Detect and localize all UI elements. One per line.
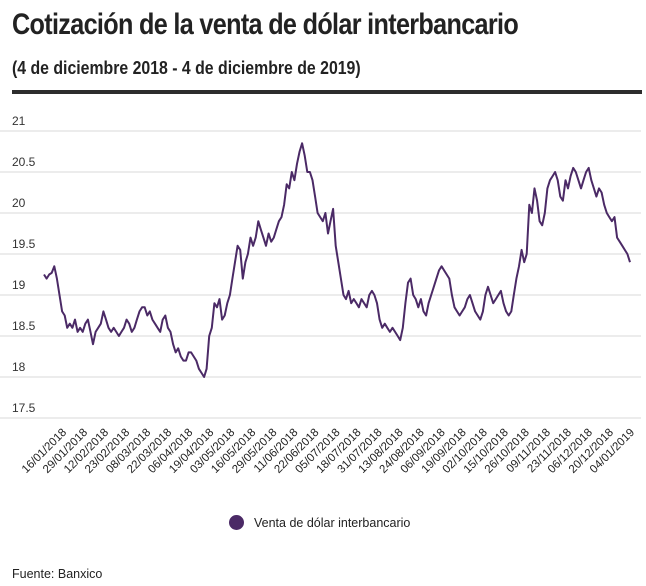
chart-title: Cotización de la venta de dólar interban… — [12, 8, 519, 41]
y-tick-label: 20.5 — [12, 155, 36, 169]
legend[interactable]: Venta de dólar interbancario — [229, 515, 410, 530]
y-tick-label: 21 — [12, 114, 26, 128]
y-tick-label: 17.5 — [12, 401, 36, 415]
chart-subtitle: (4 de diciembre 2018 - 4 de diciembre de… — [12, 58, 361, 78]
legend-label: Venta de dólar interbancario — [254, 515, 411, 530]
y-tick-label: 20 — [12, 196, 26, 210]
y-tick-label: 18 — [12, 360, 26, 374]
y-tick-label: 19.5 — [12, 237, 36, 251]
y-tick-label: 19 — [12, 278, 26, 292]
title-divider — [12, 90, 642, 94]
series-line — [43, 142, 631, 378]
source-note: Fuente: Banxico — [12, 567, 103, 581]
line-chart: 2120.52019.51918.51817.516/01/201829/01/… — [0, 114, 641, 476]
y-tick-label: 18.5 — [12, 319, 36, 333]
legend-marker-icon — [229, 515, 244, 530]
